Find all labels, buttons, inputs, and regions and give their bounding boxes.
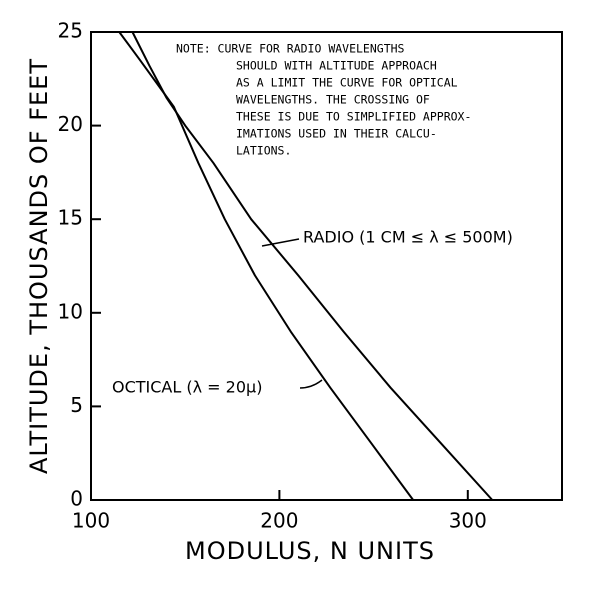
note-line: NOTE: CURVE FOR RADIO WAVELENGTHS (176, 42, 405, 56)
note-line: THESE IS DUE TO SIMPLIFIED APPROX- (236, 110, 471, 124)
series-line (131, 31, 494, 501)
x-axis-label: MODULUS, N UNITS (185, 537, 435, 565)
x-tick-label: 300 (449, 509, 487, 533)
note-line: AS A LIMIT THE CURVE FOR OPTICAL (236, 76, 458, 90)
y-tick-label: 20 (58, 112, 83, 136)
y-tick-label: 0 (70, 487, 83, 511)
note-line: SHOULD WITH ALTITUDE APPROACH (236, 59, 437, 73)
note-line: IMATIONS USED IN THEIR CALCU- (236, 127, 437, 141)
y-tick-label: 10 (58, 299, 83, 323)
radio-leader (261, 238, 300, 247)
optical-leader (299, 379, 323, 389)
optical-label: OCTICAL (λ = 20μ) (112, 378, 262, 397)
series-line (118, 31, 414, 501)
x-tick-label: 100 (72, 509, 110, 533)
x-tick-label: 200 (260, 509, 298, 533)
y-tick-label: 25 (58, 19, 83, 43)
y-tick-label: 5 (70, 393, 83, 417)
note-line: LATIONS. (236, 144, 291, 158)
plot-frame (90, 31, 563, 501)
radio-label: RADIO (1 CM ≤ λ ≤ 500M) (303, 228, 513, 247)
y-tick-label: 15 (58, 206, 83, 230)
y-axis-label: ALTITUDE, THOUSANDS OF FEET (25, 58, 53, 474)
note-line: WAVELENGTHS. THE CROSSING OF (236, 93, 430, 107)
